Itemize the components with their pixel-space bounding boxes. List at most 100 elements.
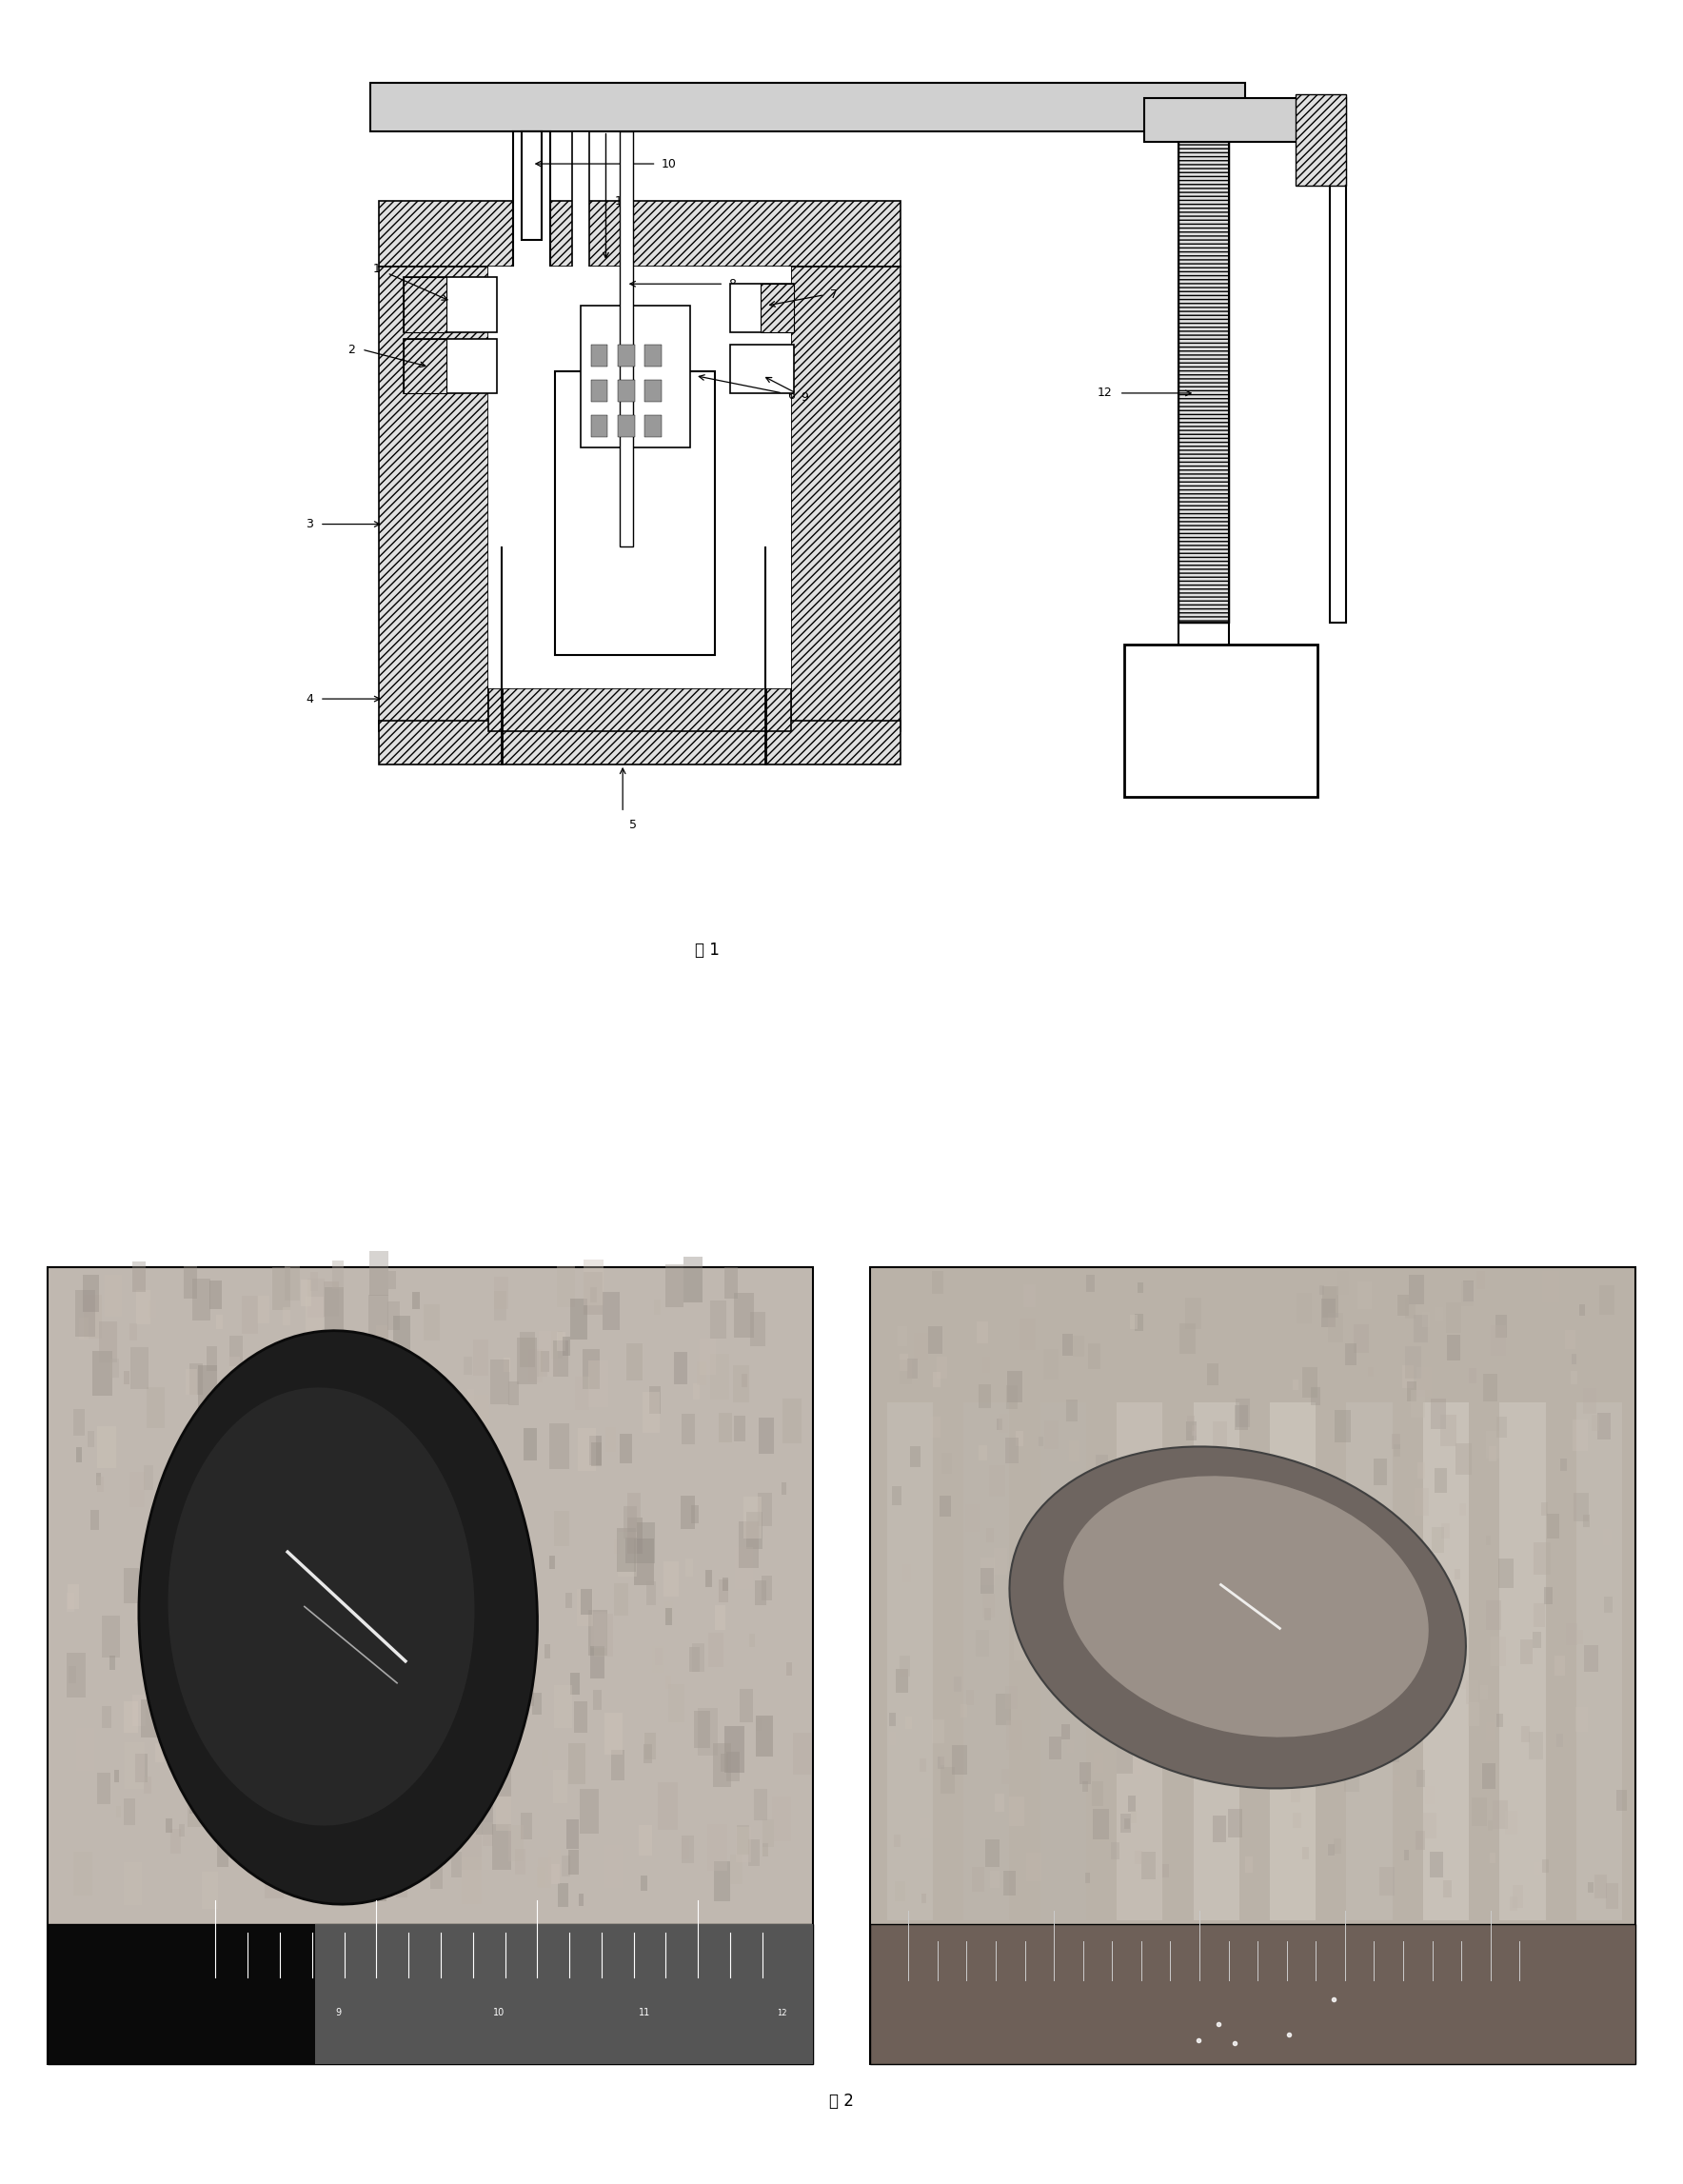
Bar — [379, 1581, 389, 1603]
Bar — [257, 1723, 264, 1743]
Bar — [387, 1302, 399, 1330]
Bar — [300, 1280, 311, 1306]
Bar — [67, 1653, 86, 1697]
Bar — [1124, 644, 1318, 797]
Bar — [735, 1826, 751, 1863]
Bar — [1399, 1599, 1412, 1623]
Bar — [1491, 1326, 1506, 1356]
Bar — [604, 1845, 623, 1887]
Bar — [310, 1273, 318, 1291]
Bar — [279, 1492, 291, 1518]
Bar — [759, 1417, 774, 1455]
Bar — [323, 1282, 340, 1317]
Bar — [710, 1354, 729, 1400]
Bar — [180, 1824, 185, 1837]
Bar — [562, 1337, 571, 1356]
Bar — [416, 1607, 426, 1631]
Bar — [76, 1728, 94, 1771]
Bar — [1577, 1402, 1622, 1920]
Bar — [160, 1638, 175, 1671]
Bar — [1114, 1612, 1121, 1625]
Bar — [379, 201, 900, 266]
Bar — [1417, 1769, 1426, 1787]
Bar — [589, 1361, 609, 1409]
Bar — [591, 1647, 604, 1679]
Bar — [170, 1828, 180, 1854]
Bar — [725, 1725, 744, 1773]
Bar — [549, 1422, 569, 1470]
Bar — [665, 1265, 683, 1306]
Bar — [655, 1299, 661, 1315]
Bar — [1390, 1562, 1399, 1575]
Bar — [618, 1529, 636, 1572]
Bar — [1094, 1546, 1111, 1577]
Bar — [433, 1673, 441, 1695]
Bar — [581, 1590, 592, 1614]
Bar — [379, 1476, 399, 1522]
Bar — [284, 1267, 300, 1302]
Bar — [986, 1529, 993, 1542]
Bar — [572, 131, 589, 546]
Bar — [665, 1675, 672, 1688]
Bar — [757, 1494, 772, 1527]
Text: 1: 1 — [374, 262, 380, 275]
Bar — [579, 1789, 599, 1835]
Bar — [448, 1802, 465, 1843]
Bar — [470, 1396, 488, 1441]
Bar — [1050, 1736, 1062, 1760]
Bar — [146, 1387, 165, 1428]
Bar — [719, 1413, 732, 1441]
Bar — [1006, 1385, 1018, 1409]
Bar — [1296, 1293, 1311, 1324]
Bar — [1572, 1354, 1577, 1365]
Bar — [496, 1795, 512, 1830]
Bar — [1151, 1494, 1165, 1522]
Bar — [162, 1583, 173, 1610]
Bar — [1005, 1686, 1018, 1710]
Bar — [730, 1854, 742, 1885]
Bar — [1245, 1741, 1252, 1754]
Bar — [1346, 1402, 1392, 1920]
Bar — [591, 345, 608, 367]
Bar — [1419, 1555, 1427, 1570]
Bar — [185, 1494, 200, 1529]
Bar — [1498, 1559, 1515, 1588]
Bar — [125, 1797, 135, 1826]
Bar — [1134, 1315, 1143, 1330]
Bar — [1070, 1481, 1080, 1500]
Ellipse shape — [1064, 1476, 1429, 1736]
Bar — [1511, 1885, 1523, 1907]
Bar — [1128, 1795, 1136, 1811]
Bar — [190, 1780, 204, 1813]
Bar — [557, 1332, 565, 1352]
Bar — [1296, 94, 1346, 186]
Bar — [1303, 1553, 1318, 1581]
Bar — [1570, 1372, 1577, 1385]
Bar — [1461, 1282, 1474, 1306]
Bar — [772, 1795, 791, 1841]
Bar — [429, 1527, 441, 1553]
Bar — [554, 1684, 572, 1728]
Bar — [1417, 1367, 1432, 1398]
Bar — [643, 1745, 651, 1762]
Bar — [995, 1695, 1011, 1725]
Bar — [1565, 1330, 1575, 1350]
Bar — [488, 688, 791, 732]
Bar — [1013, 1631, 1028, 1660]
Bar — [1454, 1568, 1461, 1579]
Bar — [444, 1489, 461, 1529]
Bar — [746, 1511, 762, 1548]
Bar — [98, 1773, 111, 1804]
Bar — [1594, 1874, 1607, 1898]
Bar — [1328, 1313, 1343, 1343]
Bar — [899, 1361, 912, 1385]
Bar — [116, 1806, 121, 1817]
Bar — [1207, 1605, 1212, 1614]
Bar — [749, 1634, 754, 1647]
Bar — [658, 1782, 677, 1830]
Bar — [476, 1795, 493, 1835]
Bar — [1235, 1398, 1250, 1426]
Bar — [180, 1631, 188, 1649]
Bar — [76, 1448, 82, 1461]
Bar — [1336, 1271, 1350, 1295]
